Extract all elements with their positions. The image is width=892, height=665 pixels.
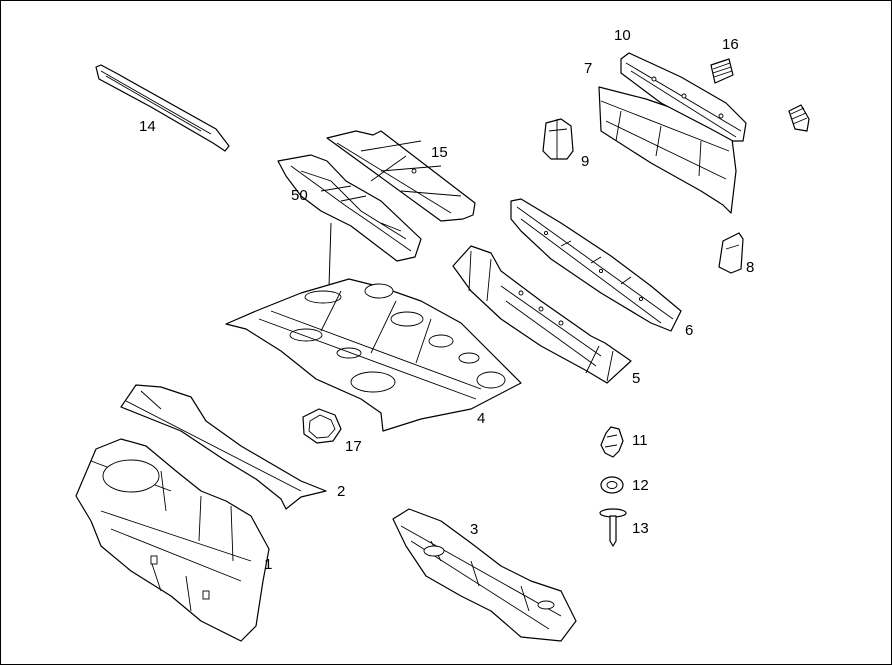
part-1-front-wall[interactable]	[75, 438, 270, 642]
callout-9: 9	[581, 153, 590, 170]
part-8-small-bracket[interactable]	[718, 232, 744, 274]
part-16-vent-grille[interactable]	[710, 58, 810, 132]
part-15-panel[interactable]	[326, 130, 476, 222]
part-17-grommet[interactable]	[302, 408, 342, 444]
callout-50: 50	[291, 187, 308, 204]
callout-7: 7	[584, 60, 593, 77]
part-12-grommet[interactable]	[600, 476, 624, 494]
part-2-long-panel[interactable]	[120, 384, 327, 510]
callout-17: 17	[345, 438, 362, 455]
part-6-rail[interactable]	[510, 198, 682, 332]
callout-8: 8	[746, 259, 755, 276]
callout-2: 2	[337, 483, 346, 500]
part-4-floor-pan[interactable]	[225, 278, 522, 432]
callout-4: 4	[477, 410, 486, 427]
part-5-cross-member[interactable]	[452, 245, 632, 384]
callout-1: 1	[264, 556, 273, 573]
callout-13: 13	[632, 520, 649, 537]
callout-11: 11	[632, 432, 648, 449]
callout-16: 16	[722, 36, 739, 53]
part-13-push-pin[interactable]	[599, 508, 627, 547]
part-3-tunnel-member[interactable]	[392, 508, 577, 642]
callout-6: 6	[685, 322, 694, 339]
part-10-upper-strip[interactable]	[620, 52, 747, 142]
callout-14: 14	[139, 118, 156, 135]
callout-12: 12	[632, 477, 649, 494]
callout-15: 15	[431, 144, 448, 161]
callout-10: 10	[614, 27, 631, 44]
part-11-clip[interactable]	[600, 426, 624, 458]
part-9-bracket[interactable]	[542, 118, 574, 160]
callout-3: 3	[470, 521, 479, 538]
callout-5: 5	[632, 370, 641, 387]
part-7-back-panel[interactable]	[598, 86, 737, 214]
part-14-strip[interactable]	[95, 64, 230, 152]
